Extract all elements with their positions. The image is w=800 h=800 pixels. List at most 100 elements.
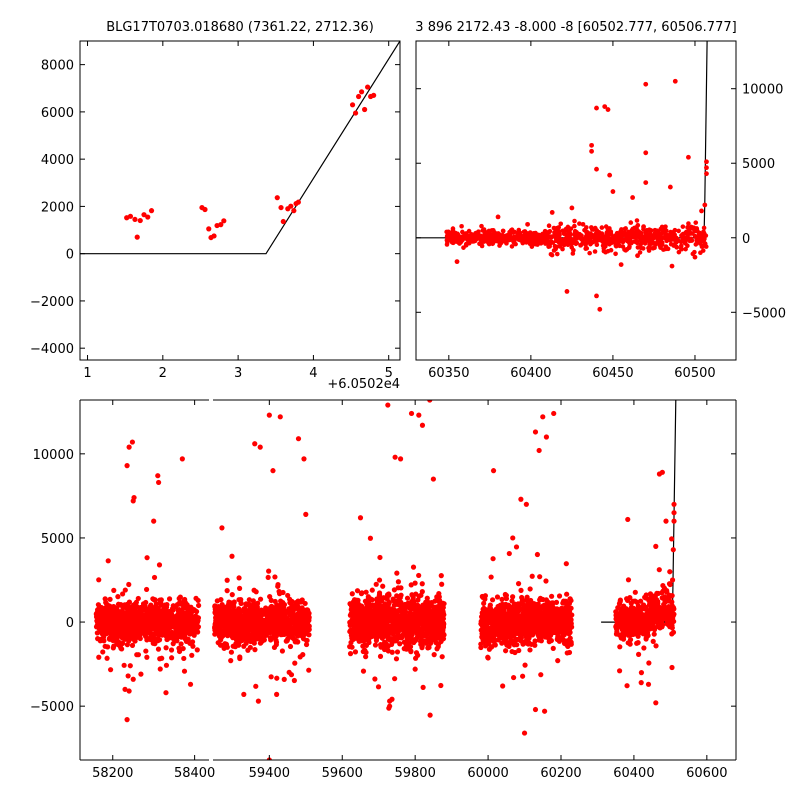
data-point — [556, 225, 562, 230]
data-point — [546, 223, 552, 229]
data-point — [236, 575, 242, 581]
data-point — [297, 617, 304, 624]
x-tick-label: 2 — [159, 366, 167, 381]
data-point — [224, 577, 230, 583]
data-point — [270, 605, 276, 611]
data-point — [667, 237, 673, 243]
data-point — [355, 632, 361, 638]
data-point — [420, 684, 426, 690]
y-tick-label: −4000 — [30, 342, 74, 357]
data-point — [214, 629, 221, 635]
data-point — [243, 640, 249, 646]
data-point — [378, 643, 384, 649]
data-point — [263, 605, 269, 611]
data-point — [427, 625, 433, 632]
data-point — [303, 641, 310, 648]
data-point — [268, 597, 274, 603]
data-point — [676, 228, 681, 234]
data-point — [229, 553, 235, 559]
data-point — [451, 239, 457, 245]
data-point — [148, 618, 154, 624]
data-point — [641, 226, 646, 232]
y-tick-label: 10000 — [742, 83, 783, 98]
data-point — [654, 228, 660, 233]
data-point — [652, 241, 657, 246]
data-point — [438, 636, 444, 642]
data-points — [93, 400, 677, 760]
data-point — [412, 580, 418, 586]
data-point — [699, 244, 705, 249]
data-point — [408, 648, 414, 654]
data-point — [157, 656, 163, 662]
data-point — [703, 244, 709, 249]
data-point — [385, 648, 391, 654]
data-point — [365, 632, 371, 638]
data-point — [589, 148, 594, 154]
data-point — [228, 649, 235, 655]
data-point — [174, 625, 180, 632]
data-point — [138, 604, 144, 611]
data-point — [418, 592, 424, 598]
data-point — [103, 613, 110, 619]
data-point — [115, 601, 122, 607]
x-tick-label: 1 — [83, 366, 91, 381]
data-point — [419, 581, 425, 587]
data-point — [702, 236, 707, 241]
data-point — [426, 644, 432, 650]
data-point — [394, 618, 401, 624]
data-point — [622, 247, 627, 252]
data-point — [110, 645, 116, 651]
data-point — [274, 607, 280, 613]
data-point — [276, 591, 283, 597]
data-point — [569, 205, 575, 211]
data-point — [375, 684, 382, 690]
data-point — [347, 651, 354, 657]
data-point — [686, 221, 691, 226]
data-point — [352, 617, 358, 623]
data-point — [105, 558, 111, 564]
data-point — [135, 595, 141, 602]
data-point — [129, 623, 136, 629]
data-point — [188, 616, 194, 622]
data-point — [111, 587, 117, 593]
data-point — [489, 228, 495, 233]
data-point — [671, 243, 677, 248]
data-point — [603, 244, 608, 249]
data-point — [592, 249, 598, 254]
data-point — [377, 554, 383, 561]
data-point — [100, 649, 106, 655]
data-point — [135, 612, 142, 619]
data-point — [667, 233, 673, 239]
y-tick-label: −2000 — [30, 295, 74, 310]
data-point — [683, 241, 688, 246]
data-point — [520, 673, 526, 679]
data-point — [178, 641, 184, 647]
data-point — [440, 631, 446, 637]
data-point — [640, 234, 645, 239]
data-point — [589, 234, 594, 240]
data-point — [173, 634, 179, 640]
data-point — [151, 574, 158, 581]
data-point — [692, 254, 698, 260]
data-point — [113, 606, 119, 613]
data-point — [409, 592, 415, 598]
data-point — [114, 639, 120, 646]
data-point — [697, 232, 703, 238]
data-point — [191, 632, 197, 638]
data-point — [427, 600, 433, 607]
data-point — [265, 574, 271, 581]
data-point — [438, 682, 444, 689]
data-point — [628, 220, 634, 225]
data-point — [352, 649, 359, 655]
data-point — [415, 652, 421, 658]
data-point — [529, 235, 535, 241]
data-point — [146, 606, 152, 613]
data-point — [701, 229, 706, 235]
data-point — [355, 597, 361, 603]
data-point — [564, 591, 570, 597]
data-point — [643, 150, 649, 156]
data-point — [537, 237, 542, 243]
data-point — [295, 199, 301, 205]
data-point — [297, 654, 303, 660]
data-point — [162, 614, 168, 620]
